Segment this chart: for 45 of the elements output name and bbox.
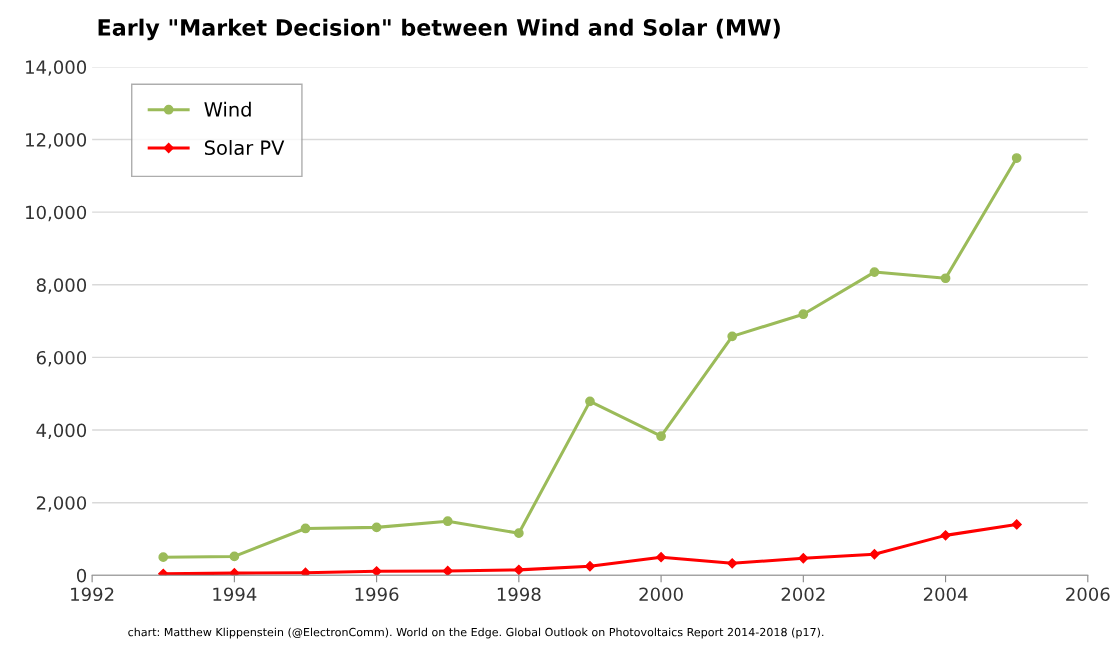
point [371,522,382,533]
point [1011,153,1022,163]
y-tick-label: 4,000 [36,423,87,440]
y-tick-label: 14,000 [26,60,87,76]
chart-title: Early "Market Decision" between Wind and Solar (MW) [98,18,780,41]
point [656,431,666,442]
y-tick-label: 0 [76,568,87,583]
x-tick-label: 2002 [781,587,825,602]
point [158,568,169,576]
y-tick-label: 12,000 [26,133,87,149]
point [513,528,524,539]
point [1011,519,1022,530]
point [371,566,382,576]
y-tick-label: 10,000 [26,205,87,222]
point [727,558,738,569]
x-tick-label: 2004 [923,587,968,602]
point [869,549,880,560]
point [229,551,240,562]
x-tick-label: 1998 [497,587,541,602]
x-tick-label: 1992 [71,587,114,602]
legend-label: Solar PV [204,140,285,156]
point [727,331,738,342]
point [798,553,809,564]
point [869,267,880,277]
y-tick-label: 2,000 [36,496,87,512]
point [300,567,311,576]
point [300,523,311,534]
x-tick-label: 2006 [1066,587,1110,602]
x-tick-label: 2000 [639,587,683,602]
point [940,273,951,284]
legend-label: Wind [204,101,251,117]
point [158,552,169,563]
y-tick-label: 8,000 [36,278,87,294]
point [585,396,595,407]
point [798,309,809,320]
point [513,564,524,575]
point [940,530,951,541]
text: chart: Matthew Klippenstein (@ElectronComm). World on the Edge. Global Outlook on Photovoltaics Report 2014-2018 (p17). [128,627,824,639]
point [229,568,240,576]
x-tick-label: 1994 [213,587,257,602]
point [442,565,453,576]
point [655,552,667,563]
y-tick-label: 6,000 [36,350,87,367]
x-tick-label: 1996 [355,587,399,602]
point [442,516,453,527]
